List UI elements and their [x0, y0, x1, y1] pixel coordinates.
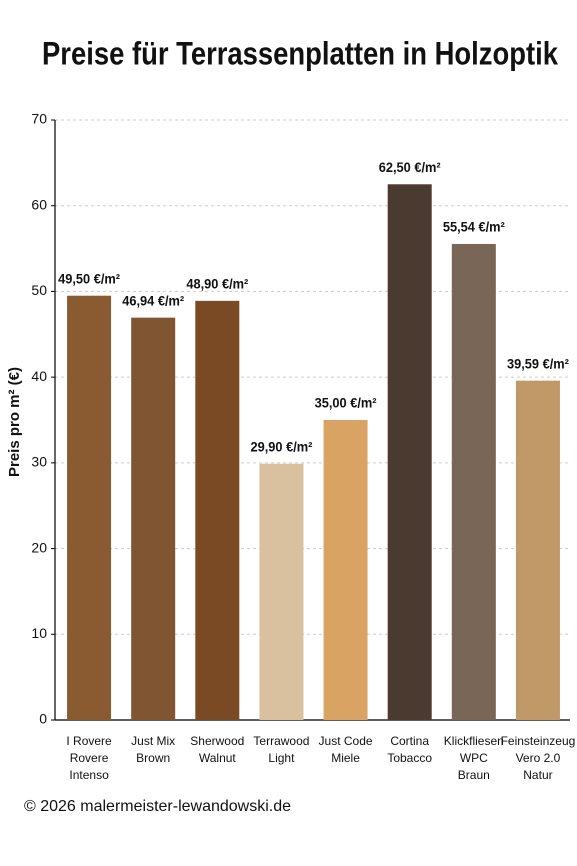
x-tick-label: Braun — [458, 768, 490, 782]
x-tick-label: Klickfliesen — [444, 734, 504, 748]
x-tick-label: Sherwood — [190, 734, 244, 748]
y-tick-label: 0 — [39, 711, 47, 727]
bar — [67, 295, 112, 720]
x-tick-label: Natur — [523, 768, 552, 782]
y-tick-label: 10 — [31, 625, 47, 641]
value-label: 46,94 €/m² — [122, 292, 184, 308]
value-label: 49,50 €/m² — [58, 270, 120, 286]
y-tick-label: 60 — [31, 196, 47, 212]
value-label: 29,90 €/m² — [250, 438, 312, 454]
x-tick-label: WPC — [460, 751, 488, 765]
x-tick-label: I Rovere — [66, 734, 112, 748]
x-tick-label: Just Mix — [131, 734, 175, 748]
x-tick-label: Brown — [136, 751, 170, 765]
x-tick-label: Walnut — [199, 751, 237, 765]
y-tick-label: 30 — [31, 454, 47, 470]
x-tick-label: Light — [268, 751, 295, 765]
x-tick-label: Miele — [331, 751, 360, 765]
y-tick-label: 20 — [31, 539, 47, 555]
y-tick-label: 40 — [31, 368, 47, 384]
y-axis-label: Preis pro m² (€) — [6, 367, 23, 477]
x-tick-label: Tobacco — [387, 751, 432, 765]
y-tick-label: 70 — [31, 111, 47, 127]
x-tick-label: Vero 2.0 — [516, 751, 561, 765]
bar — [131, 317, 176, 720]
bar — [515, 380, 560, 720]
x-tick-label: Intenso — [69, 768, 109, 782]
value-label: 48,90 €/m² — [186, 276, 248, 292]
x-tick-label: Feinsteinzeug — [501, 734, 576, 748]
chart-title: Preise für Terrassenplatten in Holzoptik — [42, 35, 558, 71]
x-tick-label: Just Code — [319, 734, 373, 748]
bar — [387, 184, 432, 721]
x-tick-label: Rovere — [70, 751, 109, 765]
credit: © 2026 malermeister-lewandowski.de — [24, 798, 291, 815]
bar — [259, 463, 304, 720]
y-tick-label: 50 — [31, 282, 47, 298]
value-label: 55,54 €/m² — [443, 219, 505, 235]
x-tick-label: Cortina — [390, 734, 429, 748]
value-label: 62,50 €/m² — [379, 159, 441, 175]
bar — [451, 243, 496, 720]
bar — [195, 300, 240, 720]
x-tick-label: Terrawood — [253, 734, 309, 748]
bar — [323, 420, 368, 720]
value-label: 35,00 €/m² — [315, 395, 377, 411]
value-label: 39,59 €/m² — [507, 355, 569, 371]
